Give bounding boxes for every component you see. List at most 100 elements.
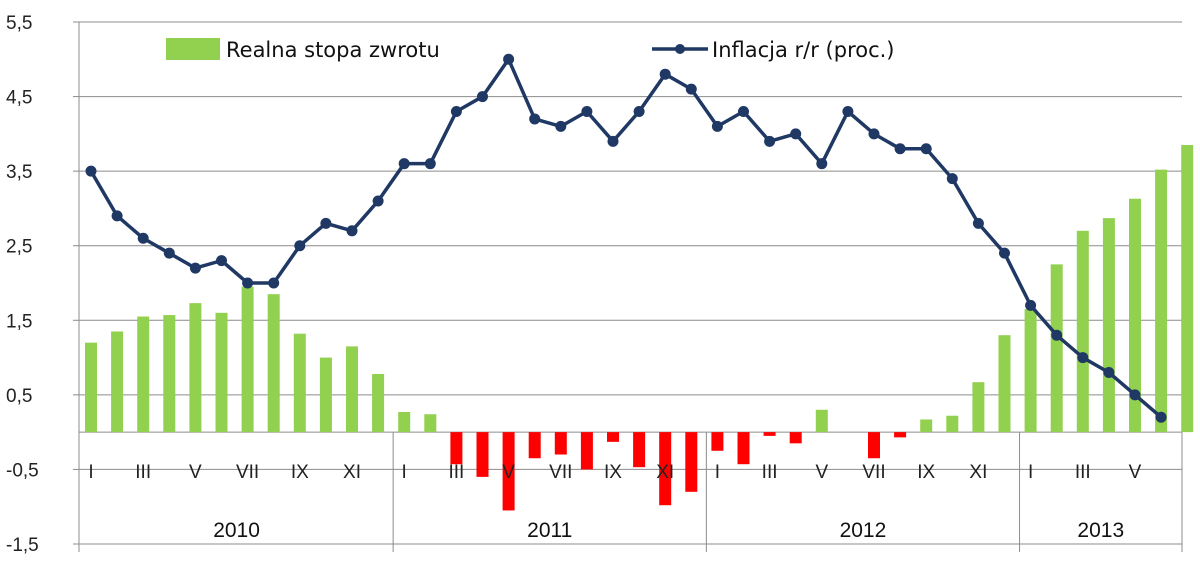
bar bbox=[920, 419, 933, 433]
x-month-label: I bbox=[715, 462, 720, 483]
gridlines bbox=[79, 21, 1182, 545]
y-tick-label: 0,5 bbox=[6, 386, 32, 407]
bar bbox=[737, 432, 750, 465]
line-series bbox=[85, 53, 1167, 423]
line-point bbox=[1051, 329, 1063, 341]
bar bbox=[815, 409, 828, 433]
x-month-label: V bbox=[815, 462, 828, 483]
bar bbox=[502, 432, 515, 511]
line-point bbox=[529, 113, 541, 125]
y-tick-label: 3,5 bbox=[6, 162, 32, 183]
x-month-label: I bbox=[1028, 462, 1033, 483]
bar bbox=[267, 294, 280, 433]
x-month-label: VII bbox=[549, 462, 572, 483]
line-point bbox=[999, 247, 1010, 259]
axes bbox=[73, 21, 1183, 552]
legend: Realna stopa zwrotu Inflacja r/r (proc.) bbox=[166, 38, 895, 62]
bar bbox=[319, 357, 332, 433]
x-month-label: XI bbox=[656, 462, 674, 483]
bar bbox=[241, 286, 254, 433]
bar bbox=[528, 432, 541, 459]
legend-bar-label: Realna stopa zwrotu bbox=[226, 38, 440, 62]
line-point bbox=[1129, 389, 1141, 401]
bar-series bbox=[85, 145, 1194, 511]
line-point bbox=[790, 128, 802, 140]
bar bbox=[972, 382, 985, 433]
x-month-label: XI bbox=[343, 462, 361, 483]
bar bbox=[163, 315, 176, 433]
x-month-label: III bbox=[448, 462, 464, 483]
line-point bbox=[111, 210, 123, 222]
year-label: 2010 bbox=[213, 519, 260, 542]
x-month-label: VII bbox=[236, 462, 259, 483]
bar bbox=[85, 342, 97, 433]
x-month-label: IX bbox=[917, 462, 935, 483]
x-month-label: IX bbox=[291, 462, 309, 483]
line-point bbox=[189, 262, 201, 274]
bar bbox=[1024, 309, 1037, 433]
line-point bbox=[320, 217, 332, 229]
x-month-label: IX bbox=[604, 462, 622, 483]
x-month-label: VII bbox=[862, 462, 885, 483]
bar bbox=[450, 432, 463, 465]
line-point bbox=[85, 165, 97, 177]
bar bbox=[894, 432, 907, 438]
bar bbox=[711, 432, 724, 451]
bar bbox=[1076, 230, 1089, 433]
line-point bbox=[555, 120, 567, 132]
x-month-label: V bbox=[502, 462, 515, 483]
legend-bar-swatch bbox=[166, 38, 220, 60]
bar bbox=[998, 335, 1011, 433]
line-point bbox=[268, 277, 280, 289]
x-month-label: V bbox=[1129, 462, 1142, 483]
bar bbox=[346, 346, 358, 433]
x-month-label: XI bbox=[969, 462, 987, 483]
y-tick-label: 4,5 bbox=[6, 88, 32, 109]
line-point bbox=[946, 173, 958, 185]
bar bbox=[1181, 145, 1194, 433]
year-label: 2012 bbox=[840, 519, 887, 542]
legend-line-label: Inflacja r/r (proc.) bbox=[712, 38, 895, 62]
bar bbox=[137, 316, 150, 433]
line-point bbox=[1103, 366, 1115, 378]
axis-labels: 5,54,53,52,51,50,5-0,5-1,5I III V VII IX XI I I… bbox=[6, 13, 1142, 556]
bar bbox=[1050, 264, 1063, 433]
bar bbox=[763, 432, 776, 436]
bar bbox=[685, 432, 698, 492]
bar bbox=[215, 312, 228, 433]
line-point bbox=[137, 232, 149, 244]
y-tick-label: -0,5 bbox=[6, 460, 39, 481]
bar bbox=[424, 414, 437, 433]
bar bbox=[633, 432, 646, 468]
line-point bbox=[294, 240, 306, 252]
line-point bbox=[659, 68, 671, 80]
y-tick-label: 1,5 bbox=[6, 311, 32, 332]
line-point bbox=[711, 120, 723, 132]
line-point bbox=[372, 195, 384, 207]
x-month-label: III bbox=[1075, 462, 1091, 483]
x-month-label: III bbox=[135, 462, 151, 483]
line-point bbox=[163, 247, 175, 259]
line-point bbox=[894, 143, 906, 155]
legend-line-marker bbox=[675, 44, 685, 54]
line-point bbox=[972, 217, 984, 229]
line-point bbox=[1155, 411, 1167, 423]
line-point bbox=[477, 91, 488, 103]
line-point bbox=[1077, 352, 1089, 364]
line-point bbox=[581, 105, 593, 117]
line-point bbox=[868, 128, 880, 140]
bar bbox=[659, 432, 672, 506]
line-point bbox=[920, 143, 932, 155]
bar bbox=[1129, 198, 1141, 433]
line-point bbox=[738, 105, 749, 117]
line-point bbox=[398, 158, 410, 170]
y-tick-label: 2,5 bbox=[6, 237, 32, 258]
line-point bbox=[633, 105, 645, 117]
line-point bbox=[242, 277, 254, 289]
bar bbox=[1102, 218, 1115, 433]
bar bbox=[189, 303, 202, 433]
bar bbox=[398, 412, 411, 433]
bar bbox=[1155, 169, 1168, 433]
bar bbox=[607, 432, 619, 442]
